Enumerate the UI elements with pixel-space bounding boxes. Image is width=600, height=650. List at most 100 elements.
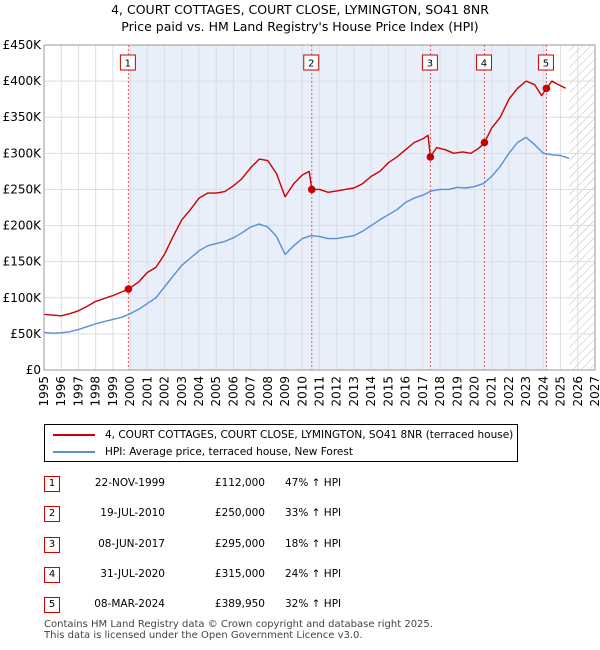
sale-number-badge: 1 xyxy=(44,476,60,492)
sale-price: £315,000 xyxy=(214,568,265,580)
x-tick-label: 2003 xyxy=(175,376,189,407)
x-tick-label: 2002 xyxy=(158,376,172,407)
x-tick-label: 2005 xyxy=(209,376,223,407)
x-tick-label: 2017 xyxy=(416,376,430,407)
sale-point xyxy=(307,185,316,194)
sale-date: 19-JUL-2010 xyxy=(100,507,165,519)
x-tick-label: 2020 xyxy=(467,376,481,407)
sale-point xyxy=(426,153,435,161)
x-tick-label: 2022 xyxy=(502,376,516,407)
x-tick-label: 2008 xyxy=(261,376,275,407)
table-row: 5 08-MAR-2024 £389,950 32% ↑ HPI xyxy=(0,595,600,615)
plot-border xyxy=(43,44,596,371)
y-tick-label: £200K xyxy=(3,219,43,233)
price-chart: 1 2 3 4 5 £0 £50K £100K £150K £200K £250K £300K £350… xyxy=(3,38,600,407)
sale-price: £295,000 xyxy=(214,538,265,550)
x-tick-label: 2026 xyxy=(571,376,585,407)
sale-label-box xyxy=(537,54,554,71)
chart-subtitle: Price paid vs. HM Land Registry's House … xyxy=(121,19,479,34)
owned-period-shading xyxy=(128,45,547,370)
sale-label-text: 3 xyxy=(427,59,433,70)
chart-legend: 4, COURT COTTAGES, COURT CLOSE, LYMINGTO… xyxy=(44,424,518,462)
x-tick-label: 1995 xyxy=(37,376,51,407)
y-tick-label: £400K xyxy=(3,74,43,88)
attribution-line-1: Contains HM Land Registry data © Crown c… xyxy=(44,619,433,630)
x-tick-label: 1997 xyxy=(71,376,85,407)
table-row: 3 08-JUN-2017 £295,000 18% ↑ HPI xyxy=(0,535,600,555)
sale-label-box xyxy=(421,54,438,71)
legend-swatch-property xyxy=(53,434,95,436)
x-tick-label: 2007 xyxy=(244,376,258,407)
x-tick-label: 1996 xyxy=(54,376,68,407)
x-tick-label: 2018 xyxy=(433,376,447,407)
x-tick-label: 2015 xyxy=(381,376,395,407)
sale-number-badge: 3 xyxy=(44,537,60,553)
sale-label-box xyxy=(119,54,136,71)
attribution-line-2: This data is licensed under the Open Gov… xyxy=(44,630,363,641)
x-tick-label: 2014 xyxy=(364,376,378,407)
x-tick-label: 2011 xyxy=(313,376,327,407)
sale-label-text: 1 xyxy=(125,59,131,70)
legend-item-hpi: HPI: Average price, terraced house, New … xyxy=(53,444,353,460)
table-row: 4 31-JUL-2020 £315,000 24% ↑ HPI xyxy=(0,565,600,585)
y-tick-label: £350K xyxy=(3,110,43,124)
sale-date: 31-JUL-2020 xyxy=(100,568,165,580)
sale-point xyxy=(480,138,489,147)
x-tick-label: 2023 xyxy=(519,376,533,407)
x-tick-label: 2004 xyxy=(192,376,206,407)
x-tick-label: 2021 xyxy=(485,376,499,407)
sale-label-box xyxy=(303,54,320,71)
sale-number-badge: 2 xyxy=(44,506,60,522)
legend-swatch-hpi xyxy=(53,451,95,453)
x-tick-label: 2006 xyxy=(226,376,240,407)
x-tick-label: 1999 xyxy=(106,376,120,407)
x-tick-label: 2000 xyxy=(123,376,137,407)
legend-item-property: 4, COURT COTTAGES, COURT CLOSE, LYMINGTO… xyxy=(53,427,513,443)
forecast-hatch xyxy=(569,45,595,370)
sale-hpi-change: 18% ↑ HPI xyxy=(285,538,342,550)
sale-date: 08-MAR-2024 xyxy=(94,598,165,610)
x-tick-label: 2027 xyxy=(588,376,600,407)
sale-label-text: 4 xyxy=(481,59,487,70)
y-tick-label: £300K xyxy=(3,146,43,160)
y-tick-label: £150K xyxy=(3,255,43,269)
sale-number-badge: 4 xyxy=(44,567,60,583)
x-tick-label: 2012 xyxy=(330,376,344,407)
chart-title: 4, COURT COTTAGES, COURT CLOSE, LYMINGTO… xyxy=(111,2,489,17)
sale-label-text: 5 xyxy=(543,59,549,70)
sale-hpi-change: 24% ↑ HPI xyxy=(285,568,342,580)
sale-hpi-change: 47% ↑ HPI xyxy=(285,477,342,489)
y-tick-label: £450K xyxy=(3,38,43,52)
sale-number-badge: 5 xyxy=(44,597,60,613)
legend-label-property: 4, COURT COTTAGES, COURT CLOSE, LYMINGTO… xyxy=(105,429,514,441)
x-tick-label: 2025 xyxy=(554,376,568,407)
sale-price: £250,000 xyxy=(214,507,265,519)
sale-point xyxy=(542,84,551,93)
x-tick-label: 2024 xyxy=(536,376,550,407)
x-tick-label: 2016 xyxy=(399,376,413,407)
x-tick-label: 1998 xyxy=(89,376,103,407)
attribution-footer: Contains HM Land Registry data © Crown c… xyxy=(44,619,433,641)
sale-price: £112,000 xyxy=(214,477,265,489)
hpi-line xyxy=(43,136,570,334)
table-row: 1 22-NOV-1999 £112,000 47% ↑ HPI xyxy=(0,474,600,494)
x-tick-label: 2009 xyxy=(278,376,292,407)
y-tick-label: £0 xyxy=(26,363,41,377)
y-tick-label: £50K xyxy=(10,327,42,341)
sale-price: £389,950 xyxy=(214,598,265,610)
x-tick-label: 2010 xyxy=(295,376,309,407)
sale-label-text: 2 xyxy=(308,59,314,70)
table-row: 2 19-JUL-2010 £250,000 33% ↑ HPI xyxy=(0,504,600,524)
x-tick-label: 2013 xyxy=(347,376,361,407)
sale-point xyxy=(124,285,133,293)
sale-date: 22-NOV-1999 xyxy=(94,477,165,489)
y-tick-label: £250K xyxy=(3,182,43,196)
y-tick-label: £100K xyxy=(3,291,43,305)
sale-date: 08-JUN-2017 xyxy=(98,538,165,550)
sale-label-box xyxy=(475,54,492,71)
x-tick-label: 2019 xyxy=(450,376,464,407)
x-tick-label: 2001 xyxy=(140,376,154,407)
sale-hpi-change: 32% ↑ HPI xyxy=(285,598,342,610)
legend-label-hpi: HPI: Average price, terraced house, New … xyxy=(105,446,353,458)
sale-hpi-change: 33% ↑ HPI xyxy=(285,507,342,519)
